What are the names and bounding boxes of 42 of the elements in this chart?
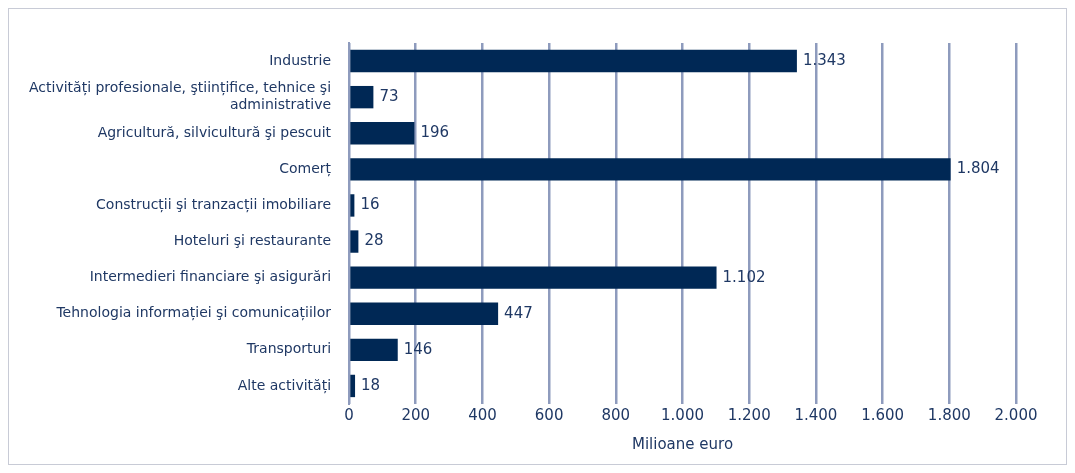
x-tick-label: 0	[344, 405, 354, 424]
x-tick-label: 600	[534, 405, 564, 424]
y-tick-label: Comerț	[279, 159, 332, 177]
x-axis-title: Milioane euro	[631, 434, 734, 453]
x-tick-label: 1.800	[927, 405, 971, 424]
x-tick-label: 400	[468, 405, 497, 424]
y-tick-label: Transporturi	[245, 340, 332, 357]
x-tick-label: 1.000	[661, 405, 704, 424]
x-tick-label: 1.200	[727, 405, 771, 424]
bar	[350, 194, 355, 217]
x-tick-label: 1.400	[794, 405, 838, 424]
data-label: 146	[403, 339, 433, 358]
data-label: 16	[360, 195, 380, 214]
data-label: 447	[504, 303, 533, 322]
y-tick-label: Agricultură, silvicultură şi pescuit	[97, 123, 332, 140]
bar	[350, 374, 356, 398]
y-tick-label: Tehnologia informației şi comunicațiilor	[55, 304, 332, 322]
x-tick-label: 200	[401, 405, 431, 424]
bar	[350, 158, 951, 181]
data-label: 196	[420, 123, 450, 142]
bar	[350, 122, 415, 145]
data-label: 1.804	[956, 159, 1000, 178]
data-label: 1.343	[802, 50, 846, 69]
bar	[350, 49, 797, 73]
y-tick-label: Industrie	[269, 51, 332, 68]
y-tick-label: Construcții şi tranzacții imobiliare	[96, 196, 332, 214]
bar	[350, 266, 717, 289]
y-tick-label: Activități profesionale, ştiințifice, tehnice şi administrative	[28, 79, 332, 113]
data-label: 18	[361, 375, 381, 394]
x-tick-label: 1.600	[861, 405, 905, 424]
data-label: 28	[364, 231, 384, 250]
bar	[350, 338, 398, 362]
y-tick-label: Intermedieri financiare şi asigurări	[89, 268, 332, 285]
y-tick-label: Alte activități	[237, 376, 332, 394]
y-tick-label: Hoteluri şi restaurante	[173, 232, 332, 249]
data-label: 73	[379, 87, 399, 106]
data-label: 1.102	[722, 267, 766, 286]
x-tick-label: 2.000	[994, 405, 1038, 424]
bar	[350, 85, 374, 109]
bar	[350, 230, 359, 253]
bar	[350, 302, 499, 325]
x-tick-label: 800	[601, 405, 631, 424]
